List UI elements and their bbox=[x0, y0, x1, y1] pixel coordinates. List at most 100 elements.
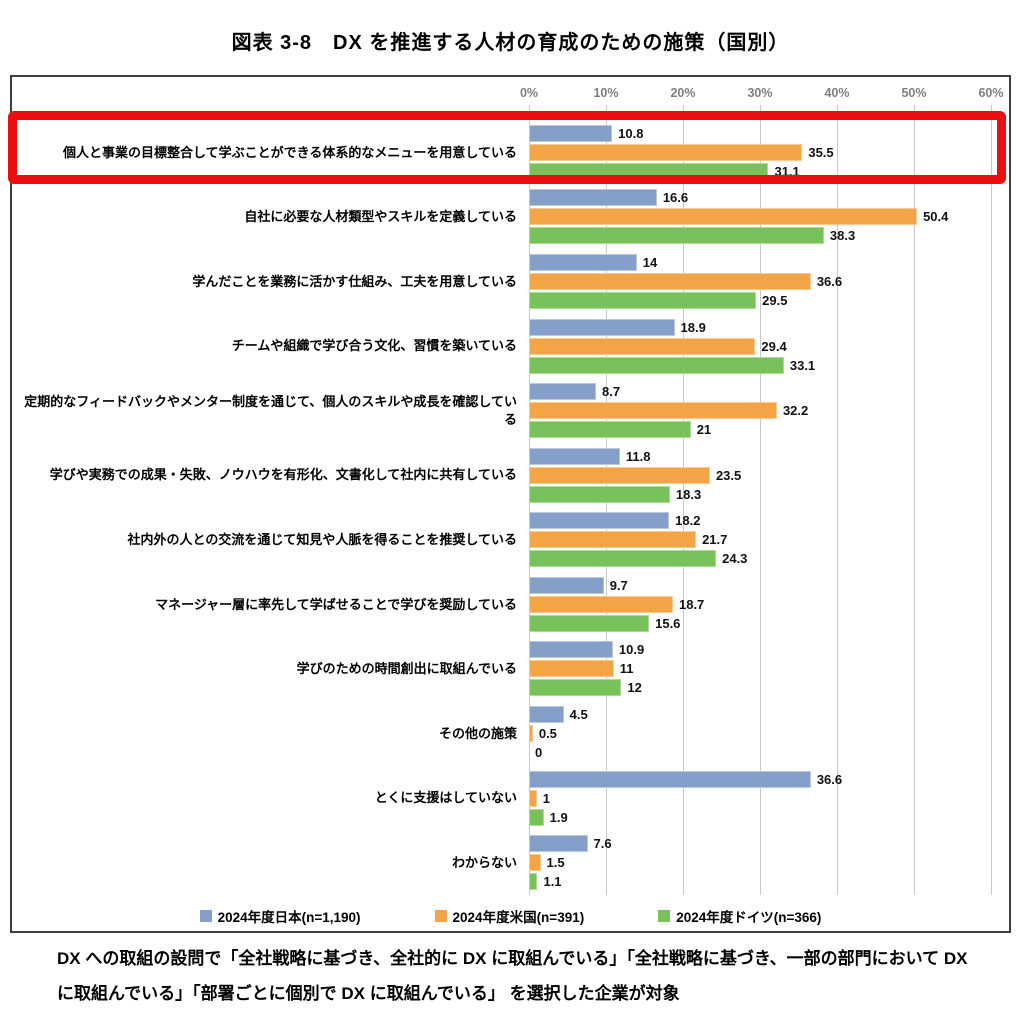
value-label: 16.6 bbox=[662, 190, 689, 206]
gridline bbox=[760, 105, 761, 895]
bar bbox=[529, 531, 697, 549]
value-label: 11.8 bbox=[625, 448, 651, 464]
value-label: 7.6 bbox=[593, 836, 612, 852]
bar bbox=[529, 421, 691, 439]
value-label: 33.1 bbox=[789, 357, 816, 373]
bar bbox=[529, 679, 622, 697]
legend-swatch-icon bbox=[434, 910, 447, 922]
bar bbox=[529, 447, 620, 465]
bar bbox=[529, 576, 604, 594]
value-label: 21 bbox=[696, 422, 712, 438]
category-label: 学びや実務での成果・失敗、ノウハウを有形化、文書化して社内に共有している bbox=[49, 467, 517, 483]
value-label: 15.6 bbox=[655, 615, 681, 631]
category-label: 学んだことを業務に活かす仕組み、工夫を用意している bbox=[192, 273, 517, 289]
value-label: 12 bbox=[627, 680, 642, 696]
bar bbox=[529, 383, 596, 401]
value-label: 1.5 bbox=[546, 855, 565, 871]
bar bbox=[529, 641, 613, 659]
x-axis-tick-label: 50% bbox=[901, 86, 927, 100]
bar bbox=[529, 227, 824, 245]
bar bbox=[529, 706, 564, 724]
value-label: 36.6 bbox=[816, 273, 843, 289]
bar bbox=[529, 189, 657, 207]
value-label: 1 bbox=[542, 790, 550, 806]
x-axis-tick-label: 10% bbox=[593, 86, 619, 100]
category-label: マネージャー層に率先して学ばせることで学びを奨励している bbox=[155, 596, 517, 612]
bar bbox=[529, 124, 613, 142]
category-label: 学びのための時間創出に取組んでいる bbox=[296, 661, 517, 677]
footnote: DX への取組の設問で「全社戦略に基づき、全社的に DX に取組んでいる」「全社… bbox=[57, 949, 968, 1003]
value-label: 9.7 bbox=[609, 577, 628, 593]
legend: 2024年度日本(n=1,190) 2024年度米国(n=391) 2024年度ドイ… bbox=[12, 904, 1009, 928]
category-label: わからない bbox=[451, 854, 517, 870]
bar bbox=[529, 466, 710, 484]
value-label: 50.4 bbox=[923, 209, 949, 225]
category-label: チームや組織で学び合う文化、習慣を築いている bbox=[231, 338, 517, 354]
value-label: 14 bbox=[642, 254, 658, 270]
bar bbox=[529, 614, 650, 632]
bar bbox=[529, 660, 614, 678]
bar bbox=[529, 550, 717, 568]
legend-item: 2024年度日本(n=1,190) bbox=[199, 906, 361, 926]
chart-row: チームや組織で学び合う文化、習慣を築いている 18.9 29.4 33.1 bbox=[12, 314, 1009, 379]
legend-label: 2024年度日本(n=1,190) bbox=[217, 910, 361, 925]
value-label: 35.5 bbox=[808, 144, 834, 160]
value-label: 32.2 bbox=[782, 403, 809, 419]
bar bbox=[529, 253, 637, 271]
value-label: 38.3 bbox=[829, 228, 856, 244]
value-label: 29.4 bbox=[761, 338, 787, 354]
value-label: 1.9 bbox=[549, 809, 568, 825]
value-label: 36.6 bbox=[816, 771, 843, 787]
chart-row: 学んだことを業務に活かす仕組み、工夫を用意している 14 36.6 29.5 bbox=[12, 249, 1009, 314]
bar bbox=[529, 208, 918, 226]
chart-row: 自社に必要な人材類型やスキルを定義している 16.6 50.4 38.3 bbox=[12, 185, 1009, 250]
category-label: 個人と事業の目標整合して学ぶことができる体系的なメニューを用意している bbox=[63, 144, 517, 160]
chart-row: 定期的なフィードバックやメンター制度を通じて、個人のスキルや成長を確認している 8… bbox=[12, 378, 1009, 443]
bar bbox=[529, 725, 533, 743]
chart-row: マネージャー層に率先して学ばせることで学びを奨励している 9.7 18.7 15.6 bbox=[12, 572, 1009, 637]
bar bbox=[529, 854, 541, 872]
legend-item: 2024年度米国(n=391) bbox=[434, 906, 585, 926]
legend-label: 2024年度ドイツ(n=366) bbox=[676, 910, 822, 925]
value-label: 24.3 bbox=[722, 551, 748, 567]
bar bbox=[529, 272, 811, 290]
gridline bbox=[683, 105, 684, 895]
bar bbox=[529, 873, 538, 891]
bar bbox=[529, 337, 756, 355]
value-label: 8.7 bbox=[601, 384, 621, 400]
category-label: 自社に必要な人材類型やスキルを定義している bbox=[244, 209, 517, 225]
bar bbox=[529, 291, 757, 309]
x-axis-tick-label: 0% bbox=[519, 86, 539, 100]
legend-label: 2024年度米国(n=391) bbox=[452, 910, 585, 925]
bar bbox=[529, 318, 675, 336]
gridline bbox=[991, 105, 992, 895]
value-label: 0.5 bbox=[538, 726, 557, 742]
gridline bbox=[837, 105, 838, 895]
x-axis-tick-label: 60% bbox=[978, 86, 1004, 100]
bar bbox=[529, 789, 537, 807]
value-label: 18.9 bbox=[680, 319, 706, 335]
category-label: 社内外の人との交流を通じて知見や人脈を得ることを推奨している bbox=[127, 532, 517, 547]
value-label: 11 bbox=[619, 661, 634, 677]
chart-row: わからない 7.6 1.5 1.1 bbox=[12, 830, 1009, 895]
bar bbox=[529, 770, 811, 788]
x-axis-tick-label: 30% bbox=[747, 86, 773, 100]
legend-swatch-icon bbox=[658, 910, 671, 922]
category-label: その他の施策 bbox=[438, 725, 517, 741]
bar bbox=[529, 143, 803, 161]
value-label: 23.5 bbox=[715, 467, 742, 483]
chart-row: 社内外の人との交流を通じて知見や人脈を得ることを推奨している 18.2 21.7 24… bbox=[12, 507, 1009, 572]
value-label: 21.7 bbox=[702, 532, 728, 548]
value-label: 1.1 bbox=[543, 874, 562, 890]
value-label: 18.7 bbox=[678, 596, 705, 612]
value-label: 10.9 bbox=[618, 642, 645, 658]
x-axis-tick-label: 20% bbox=[670, 86, 696, 100]
bar bbox=[529, 356, 784, 374]
value-label: 18.3 bbox=[675, 486, 702, 502]
bar bbox=[529, 808, 544, 826]
bar bbox=[529, 595, 673, 613]
gridline bbox=[914, 105, 915, 895]
bar bbox=[529, 485, 670, 503]
bar bbox=[529, 402, 777, 420]
value-label: 4.5 bbox=[569, 707, 588, 723]
